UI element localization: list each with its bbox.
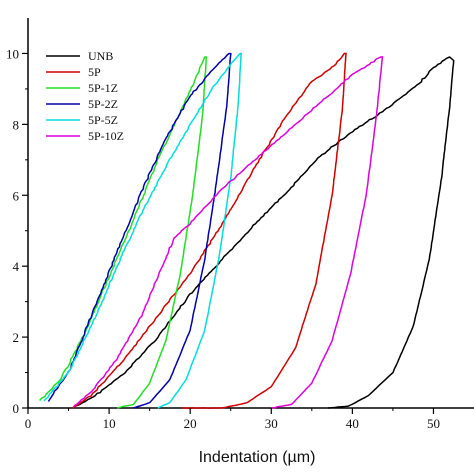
legend-label-unb: UNB <box>88 49 113 63</box>
x-tick-label: 30 <box>265 416 278 431</box>
y-tick-label: 10 <box>6 46 19 61</box>
series-line-5p-10z <box>72 56 384 409</box>
axis-ticks: 0 10 20 30 40 50 0 2 4 6 8 10 <box>6 46 440 431</box>
x-tick-label: 20 <box>184 416 197 431</box>
series-line-5p <box>72 52 347 409</box>
chart-axes <box>27 18 474 409</box>
y-tick-label: 6 <box>13 188 20 203</box>
x-tick-label: 10 <box>103 416 116 431</box>
x-tick-label: 40 <box>346 416 359 431</box>
legend-label-5p-5z: 5P-5Z <box>88 113 118 127</box>
x-tick-label: 50 <box>427 416 440 431</box>
series-line-5p-2z <box>47 52 232 409</box>
legend-label-5p-2z: 5P-2Z <box>88 97 118 111</box>
y-tick-label: 4 <box>13 259 20 274</box>
legend-label-5p-10z: 5P-10Z <box>88 129 124 143</box>
chart-legend: UNB 5P 5P-1Z 5P-2Z 5P-5Z 5P-10Z <box>46 49 124 143</box>
y-tick-label: 2 <box>13 330 20 345</box>
series-line-5p-5z <box>43 52 243 409</box>
y-tick-label: 8 <box>13 117 20 132</box>
series-line-unb <box>72 56 455 409</box>
x-axis-title: Indentation (µm) <box>199 449 316 466</box>
legend-label-5p: 5P <box>88 65 101 79</box>
series-curves <box>39 52 455 409</box>
x-tick-label: 0 <box>25 416 32 431</box>
legend-label-5p-1z: 5P-1Z <box>88 81 118 95</box>
series-line-5p-1z <box>39 56 208 409</box>
y-tick-label: 0 <box>13 401 20 416</box>
